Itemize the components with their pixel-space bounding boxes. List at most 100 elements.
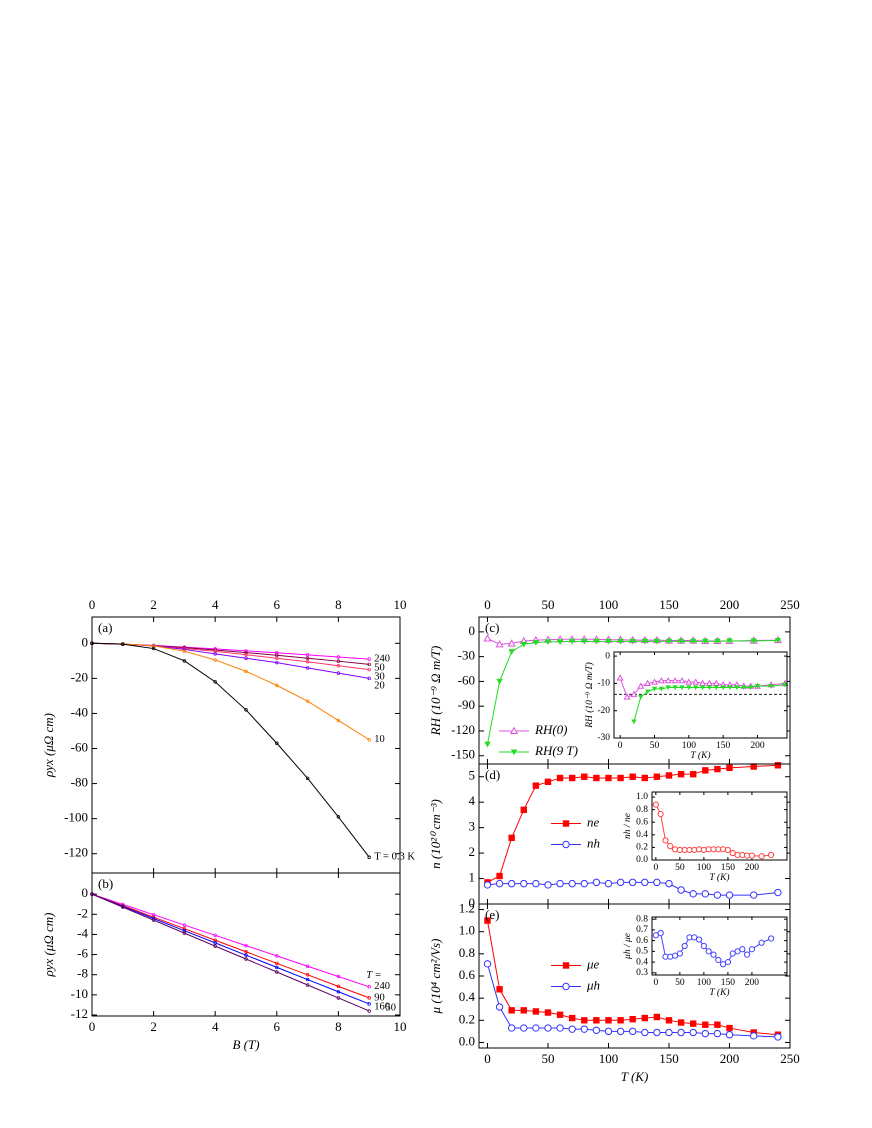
- marker: [275, 660, 279, 665]
- marker: [592, 878, 601, 887]
- marker: [641, 638, 648, 645]
- marker: [705, 948, 712, 955]
- y-tick-label: -60: [71, 739, 88, 754]
- marker: [336, 655, 341, 659]
- marker: [556, 1011, 564, 1018]
- marker: [336, 996, 341, 1000]
- y-tick-label: 1.2: [459, 901, 475, 916]
- marker: [714, 638, 721, 645]
- legend-label: nh: [587, 835, 600, 850]
- marker: [484, 741, 491, 748]
- x-tick-label: 0: [89, 597, 96, 612]
- marker: [305, 977, 310, 982]
- marker: [367, 676, 371, 681]
- marker: [244, 656, 248, 660]
- marker: [507, 1024, 516, 1032]
- y-tick-label: 1.0: [459, 923, 475, 938]
- marker: [275, 954, 279, 958]
- marker: [336, 718, 341, 723]
- marker: [748, 685, 754, 691]
- y-tick-label: -30: [458, 648, 475, 663]
- marker: [244, 650, 248, 655]
- marker: [367, 855, 371, 859]
- marker: [151, 918, 156, 922]
- marker: [544, 1009, 552, 1016]
- y-tick-label: 0: [605, 651, 610, 661]
- y-tick-label: 0: [82, 634, 89, 649]
- y-tick-label: -40: [71, 704, 88, 719]
- y-tick-label: -80: [71, 775, 88, 790]
- marker: [748, 946, 756, 953]
- marker: [653, 773, 661, 780]
- end-label: 240: [374, 653, 390, 664]
- end-label: 240: [374, 981, 390, 992]
- marker: [724, 959, 732, 966]
- marker: [507, 879, 516, 888]
- marker: [556, 639, 564, 645]
- marker: [754, 684, 761, 689]
- legend-label: ne: [587, 814, 600, 829]
- y-tick-label: 0.2: [459, 1011, 475, 1026]
- marker: [336, 984, 341, 989]
- marker: [695, 936, 703, 943]
- y-tick-label: 5: [469, 768, 476, 783]
- x-axis-label: T (K): [621, 1069, 649, 1084]
- marker: [556, 879, 564, 888]
- end-label: 50: [374, 662, 385, 673]
- marker: [305, 653, 310, 657]
- x-tick-label: 200: [750, 741, 765, 751]
- marker: [679, 685, 685, 691]
- legend-label: μh: [586, 977, 600, 992]
- y-tick-label: 0.4: [636, 830, 648, 840]
- x-tick-label: 200: [720, 1051, 740, 1066]
- x-tick-label: 50: [650, 741, 660, 751]
- x-tick-label: 50: [675, 978, 685, 988]
- marker: [652, 801, 659, 808]
- marker: [182, 931, 187, 935]
- x-tick-label: 200: [745, 863, 760, 873]
- marker: [568, 638, 576, 645]
- y-tick-label: 0.2: [636, 843, 648, 853]
- x-tick-label: 10: [394, 1019, 407, 1034]
- marker: [774, 1033, 782, 1041]
- marker: [213, 944, 217, 948]
- legend-marker: [510, 749, 518, 756]
- plot-frame: [651, 791, 788, 861]
- marker: [686, 685, 692, 691]
- x-tick-label: 6: [274, 1019, 281, 1034]
- marker: [644, 679, 652, 686]
- y-tick-label: -6: [77, 946, 88, 961]
- x-tick-label: 200: [720, 597, 740, 612]
- marker: [213, 933, 217, 938]
- legend-marker: [562, 840, 570, 849]
- marker: [275, 683, 279, 688]
- x-tick-label: 100: [682, 741, 697, 751]
- y-axis-label: ρyx (μΩ cm): [41, 713, 56, 778]
- marker: [616, 1027, 625, 1036]
- marker: [305, 699, 310, 703]
- marker: [305, 973, 310, 977]
- marker: [641, 1028, 649, 1037]
- marker: [520, 1007, 527, 1014]
- y-tick-label: 0.8: [636, 805, 648, 815]
- marker: [672, 685, 678, 691]
- marker: [702, 638, 709, 645]
- marker: [605, 774, 612, 782]
- series-line: [91, 642, 370, 679]
- x-tick-label: 2: [150, 1019, 157, 1034]
- marker: [744, 951, 751, 958]
- marker: [275, 970, 279, 974]
- marker: [701, 1029, 709, 1038]
- marker: [678, 677, 686, 684]
- y-axis-label: n (10²⁰ cm⁻³): [428, 799, 443, 869]
- marker: [593, 638, 600, 645]
- end-label: 50: [386, 1002, 397, 1013]
- marker: [213, 941, 217, 945]
- marker: [720, 685, 726, 691]
- marker: [616, 674, 624, 681]
- marker: [213, 680, 217, 684]
- marker: [244, 708, 248, 712]
- marker: [662, 837, 669, 844]
- marker: [508, 1007, 515, 1014]
- marker: [121, 642, 125, 646]
